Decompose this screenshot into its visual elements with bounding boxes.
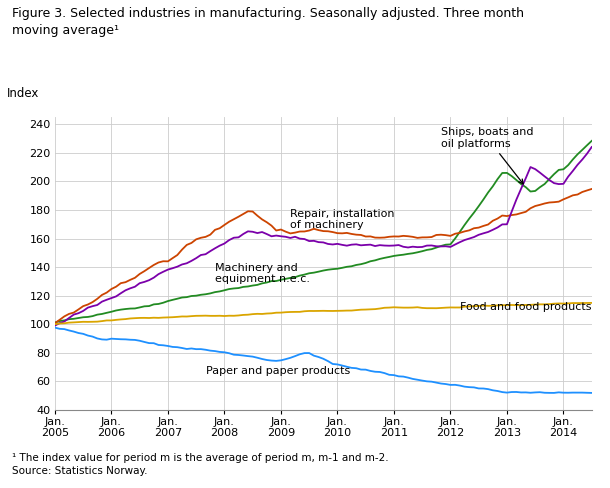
Text: Repair, installation
of machinery: Repair, installation of machinery: [290, 208, 395, 230]
Text: Machinery and
equipment n.e.c.: Machinery and equipment n.e.c.: [215, 263, 310, 285]
Text: ¹ The index value for period m is the average of period m, m-1 and m-2.
Source: : ¹ The index value for period m is the av…: [12, 452, 389, 476]
Text: Index: Index: [7, 86, 39, 100]
Text: Food and food products: Food and food products: [460, 302, 591, 312]
Text: Figure 3. Selected industries in manufacturing. Seasonally adjusted. Three month: Figure 3. Selected industries in manufac…: [12, 7, 524, 37]
Text: Ships, boats and
oil platforms: Ships, boats and oil platforms: [441, 127, 534, 184]
Text: Paper and paper products: Paper and paper products: [206, 366, 350, 376]
